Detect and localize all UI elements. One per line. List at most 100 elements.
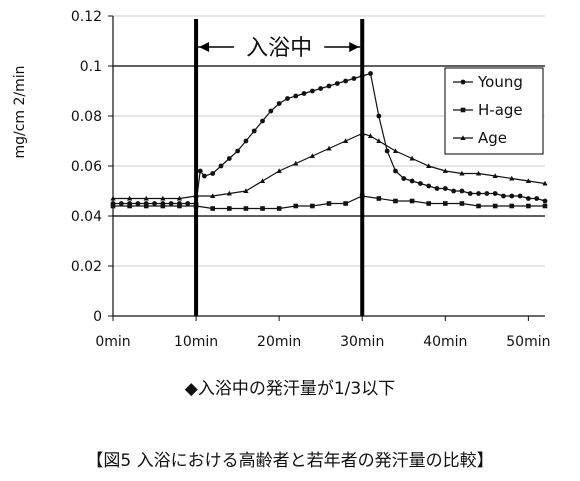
data-point [176, 195, 183, 201]
data-point [251, 128, 257, 134]
data-point [459, 188, 465, 194]
legend-marker [460, 79, 466, 85]
data-point [484, 191, 490, 196]
data-point [367, 133, 374, 138]
arrow-right-head [349, 42, 360, 52]
data-point [434, 186, 440, 191]
data-point [177, 203, 182, 209]
data-point [235, 148, 241, 154]
axes [112, 16, 545, 317]
y-axis-label: mg/cm 2/min [12, 65, 28, 158]
data-point [210, 193, 216, 198]
data-point [293, 160, 299, 166]
data-point [276, 168, 282, 173]
data-point [384, 148, 390, 154]
legend-label: Young [477, 73, 523, 91]
data-point [259, 178, 266, 183]
data-point [409, 198, 415, 204]
data-point [401, 176, 407, 181]
data-point [525, 196, 531, 201]
data-point [227, 206, 232, 211]
data-point [201, 173, 207, 179]
data-point [442, 168, 448, 173]
data-point [210, 171, 216, 176]
data-point [143, 203, 149, 209]
data-point [409, 178, 415, 184]
data-point [376, 138, 382, 143]
legend-marker [460, 107, 466, 113]
bathing-period-label: 入浴中 [246, 36, 312, 61]
x-axis-ticks: 0min 10min 20min 30min 40min 50min [95, 316, 550, 350]
y-tick-label: 0.06 [71, 159, 102, 175]
note-text: ◆入浴中の発汗量が1/3以下 [184, 379, 396, 399]
data-point [509, 193, 515, 199]
data-point [501, 193, 506, 199]
x-tick-label: 30min [340, 334, 384, 350]
data-point [243, 188, 249, 193]
data-point [368, 71, 373, 76]
data-point [542, 198, 548, 204]
data-point [426, 183, 432, 189]
y-tick-label: 0.02 [71, 259, 102, 275]
data-point [409, 155, 415, 161]
data-point [326, 145, 332, 151]
data-point [185, 201, 191, 206]
data-point [168, 201, 174, 206]
y-tick-label: 0.08 [71, 109, 102, 125]
data-point [467, 191, 473, 196]
data-point [443, 201, 448, 206]
data-point [475, 170, 482, 176]
data-point [152, 201, 157, 206]
figure-caption: 【図5 入浴における高齢者と若年者の発汗量の比較】 [86, 451, 494, 471]
data-point [509, 203, 515, 209]
data-point [376, 196, 382, 201]
data-point [393, 168, 398, 174]
y-axis-ticks: 0 0.02 0.04 0.06 0.08 0.1 0.12 [71, 9, 113, 325]
x-tick-label: 20min [257, 334, 301, 350]
data-point [260, 206, 265, 211]
data-point [160, 203, 166, 209]
data-point [293, 203, 299, 209]
data-point [343, 78, 349, 84]
data-point [293, 93, 299, 99]
data-point [243, 206, 249, 211]
gridlines [113, 15, 545, 267]
data-point [509, 175, 515, 181]
x-tick-label: 40min [423, 334, 467, 350]
y-tick-label: 0.12 [71, 9, 102, 25]
data-point [376, 113, 382, 119]
data-point [143, 195, 149, 201]
data-point [268, 108, 274, 114]
data-point [127, 195, 133, 201]
data-point [451, 188, 457, 194]
data-point [334, 81, 340, 86]
data-point [226, 156, 232, 161]
data-point [218, 163, 224, 169]
series-layer [110, 71, 548, 211]
arrow-left-head [199, 42, 210, 52]
data-point [160, 195, 166, 201]
data-point [318, 86, 324, 91]
data-point [492, 191, 498, 196]
data-point [310, 203, 315, 209]
data-point [492, 173, 498, 178]
legend-marker [460, 135, 466, 140]
data-point [135, 201, 141, 206]
x-tick-label: 50min [506, 334, 550, 350]
data-point [343, 138, 349, 143]
legend-item: Age [453, 129, 507, 147]
data-point [426, 201, 431, 206]
data-point [542, 180, 548, 186]
series-age [110, 130, 548, 201]
data-point [517, 193, 523, 199]
data-point [118, 201, 124, 206]
data-point [459, 201, 465, 206]
data-point [393, 198, 398, 204]
x-tick-label: 0min [95, 334, 130, 350]
data-point [127, 203, 132, 209]
data-point [476, 203, 481, 209]
data-point [534, 196, 540, 201]
legend-item: Young [453, 73, 523, 91]
data-point [542, 203, 548, 209]
chart: 0 0.02 0.04 0.06 0.08 0.1 0.12 0min 10min 20min 3… [12, 9, 550, 350]
